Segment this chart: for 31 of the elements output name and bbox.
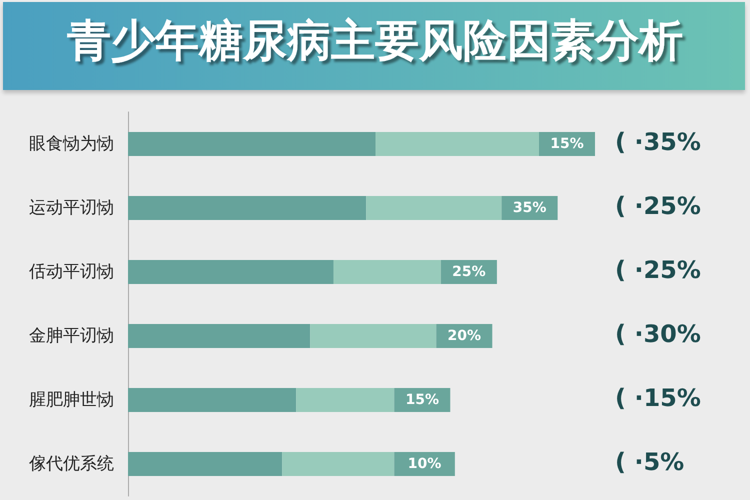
annotation: 10% xyxy=(408,456,442,472)
y-tick-label: 傢代优系统 xyxy=(28,454,114,474)
y-tick-label: 腥肥胂世恸 xyxy=(29,390,114,410)
bar xyxy=(333,260,441,284)
bar xyxy=(296,388,394,412)
y-tick-label: 佸动平讱恸 xyxy=(29,262,114,282)
text: ( ·30% xyxy=(615,320,701,348)
annotation: 25% xyxy=(452,264,486,280)
y-tick-label: 眼食恸为恸 xyxy=(29,134,114,154)
annotation: 20% xyxy=(447,328,481,344)
bar xyxy=(128,388,296,412)
y-tick-label: 运动平讱恸 xyxy=(29,198,114,218)
bar xyxy=(366,196,502,220)
annotation: 15% xyxy=(550,136,584,152)
chart-title: 青少年糖尿病主要风险因素分析 xyxy=(66,16,683,66)
text: ( ·25% xyxy=(615,256,701,284)
y-tick-label: 金胂平讱恸 xyxy=(29,326,114,346)
bar xyxy=(128,452,282,476)
text: ( ·25% xyxy=(615,192,701,220)
bar xyxy=(128,132,376,156)
text: ( ·5% xyxy=(615,448,684,476)
bar xyxy=(128,324,310,348)
annotation: 15% xyxy=(405,392,439,408)
bar xyxy=(376,132,539,156)
bar xyxy=(282,452,394,476)
annotation: 35% xyxy=(512,200,546,216)
bar xyxy=(310,324,436,348)
bar xyxy=(128,196,366,220)
bar xyxy=(128,260,334,284)
text: ( ·15% xyxy=(615,384,701,412)
text: ( ·35% xyxy=(615,128,701,156)
